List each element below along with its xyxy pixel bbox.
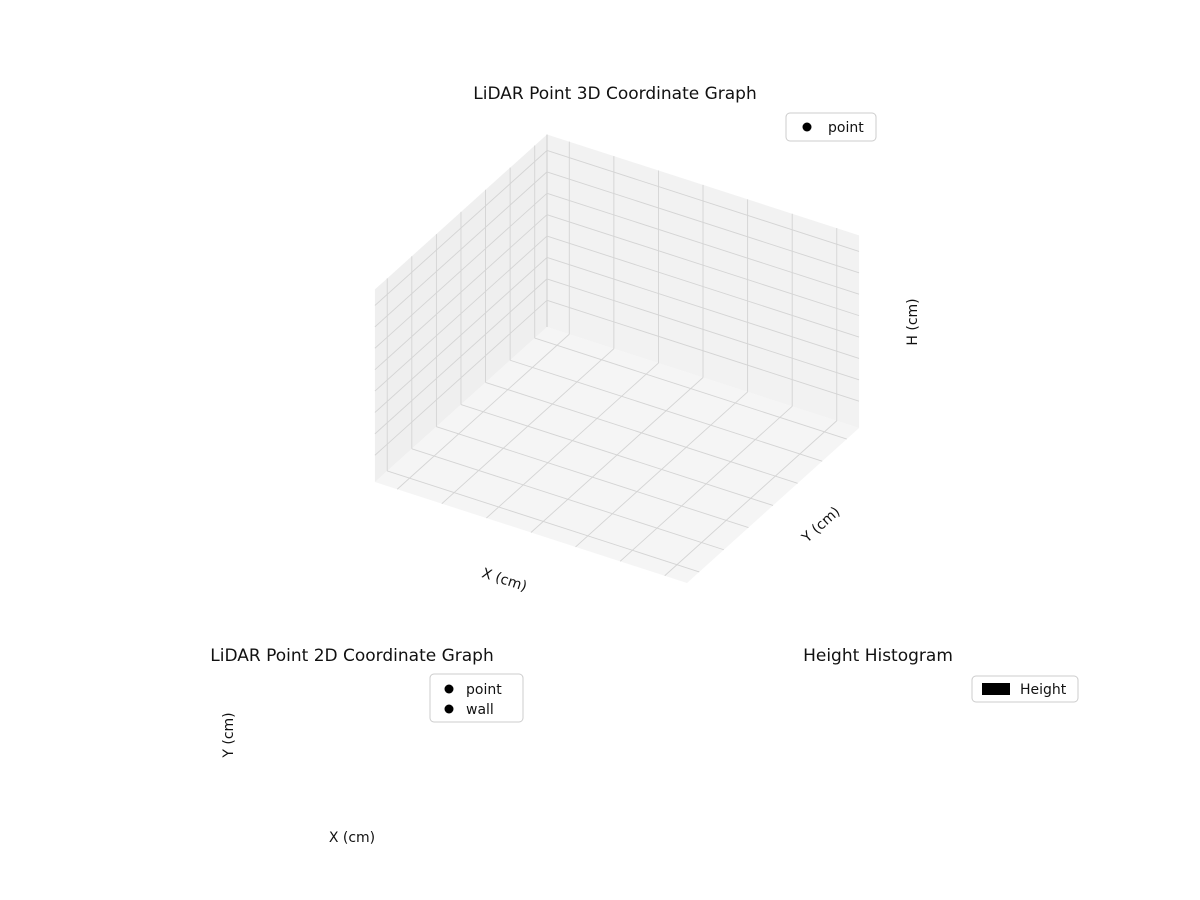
histogram-title: Height Histogram (803, 646, 953, 666)
plot2d-legend-point-label: point (466, 682, 502, 698)
plot3d-legend-point-label: point (828, 120, 864, 136)
plot3d-gridlines (374, 134, 860, 577)
plot3d-yaxis-label: Y (cm) (798, 504, 843, 547)
histogram: Height Histogram Height (803, 646, 1079, 703)
plot2d-xaxis-label: X (cm) (329, 830, 375, 846)
plot2d-legend: point wall (429, 673, 524, 723)
plot2d-legend-point-marker-icon (444, 684, 454, 694)
plot3d-legend-box (785, 112, 877, 142)
histogram-legend-height-swatch-icon (982, 683, 1010, 695)
plot2d: LiDAR Point 2D Coordinate Graph X (cm) Y… (210, 646, 524, 846)
plot3d-legend-point-marker-icon (802, 122, 812, 132)
plot3d-legend: point (785, 112, 877, 142)
plot3d-panes (374, 134, 860, 583)
plot3d-title: LiDAR Point 3D Coordinate Graph (473, 84, 757, 104)
plot3d: LiDAR Point 3D Coordinate Graph X (cm) Y… (374, 84, 921, 595)
plot3d-xaxis-label: X (cm) (480, 565, 529, 595)
histogram-legend-height-label: Height (1020, 682, 1067, 698)
plot3d-zaxis-label: H (cm) (905, 298, 921, 345)
histogram-legend: Height (971, 675, 1079, 703)
plot2d-legend-wall-label: wall (466, 702, 494, 718)
plot2d-yaxis-label: Y (cm) (221, 712, 237, 758)
plot2d-legend-wall-marker-icon (444, 704, 454, 714)
plot2d-title: LiDAR Point 2D Coordinate Graph (210, 646, 494, 666)
histogram-legend-box (971, 675, 1079, 703)
